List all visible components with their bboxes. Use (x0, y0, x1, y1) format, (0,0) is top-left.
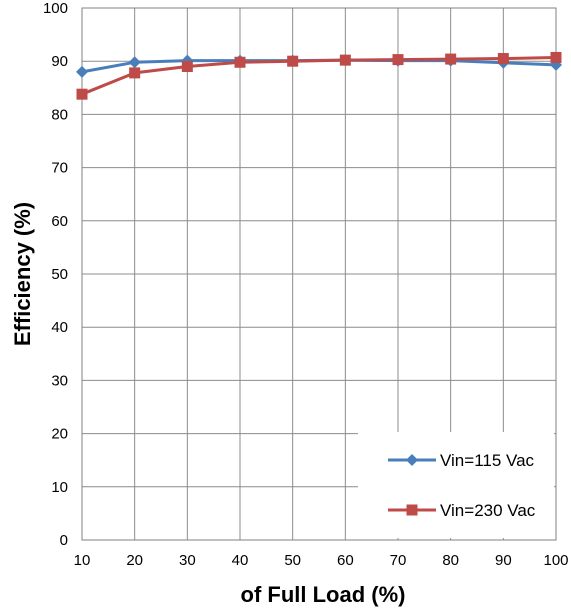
y-tick-label: 0 (60, 532, 68, 549)
x-tick-label: 50 (284, 552, 301, 569)
data-point (550, 51, 562, 63)
x-axis-title: of Full Load (%) (241, 582, 406, 607)
legend-label: Vin=230 Vac (440, 501, 536, 520)
data-point (129, 67, 141, 79)
data-point (287, 55, 299, 67)
x-tick-label: 10 (74, 552, 91, 569)
data-point (234, 56, 246, 68)
y-tick-label: 40 (51, 319, 68, 336)
y-tick-label: 90 (51, 53, 68, 70)
x-tick-labels: 10 20 30 40 50 60 70 80 90 100 (74, 552, 569, 569)
data-point (128, 56, 141, 69)
y-tick-label: 80 (51, 106, 68, 123)
legend: Vin=115 Vac Vin=230 Vac (358, 432, 554, 538)
series-layer (76, 51, 562, 100)
x-tick-label: 80 (442, 552, 459, 569)
legend-box (358, 432, 554, 538)
legend-item: Vin=230 Vac (388, 501, 536, 520)
y-tick-label: 50 (51, 266, 68, 283)
plot-area-border (81, 7, 557, 541)
series-line (81, 55, 557, 96)
x-tick-label: 70 (390, 552, 407, 569)
y-tick-label: 70 (51, 160, 68, 177)
data-point (181, 61, 193, 73)
data-point (339, 54, 351, 66)
legend-marker (406, 504, 418, 516)
data-point (76, 65, 88, 78)
x-tick-label: 60 (337, 552, 354, 569)
y-tick-label: 20 (51, 426, 68, 443)
y-tick-label: 60 (51, 213, 68, 230)
y-axis-title: Efficiency (%) (10, 202, 35, 346)
y-tick-labels: 0 10 20 30 40 50 60 70 80 90 100 (43, 0, 68, 549)
legend-item: Vin=115 Vac (388, 451, 535, 470)
y-tick-label: 100 (43, 0, 68, 17)
data-point (445, 53, 457, 65)
legend-label: Vin=115 Vac (440, 451, 535, 470)
x-tick-label: 30 (179, 552, 196, 569)
x-tick-label: 20 (126, 552, 143, 569)
x-tick-label: 40 (232, 552, 249, 569)
x-tick-label: 100 (543, 552, 568, 569)
data-point (550, 58, 562, 71)
y-tick-label: 30 (51, 372, 68, 389)
series-2 (76, 51, 562, 100)
x-tick-label: 90 (495, 552, 512, 569)
data-point (497, 53, 509, 65)
y-tick-label: 10 (51, 479, 68, 496)
data-point (392, 54, 404, 66)
data-point (76, 88, 88, 100)
legend-marker (406, 454, 418, 466)
